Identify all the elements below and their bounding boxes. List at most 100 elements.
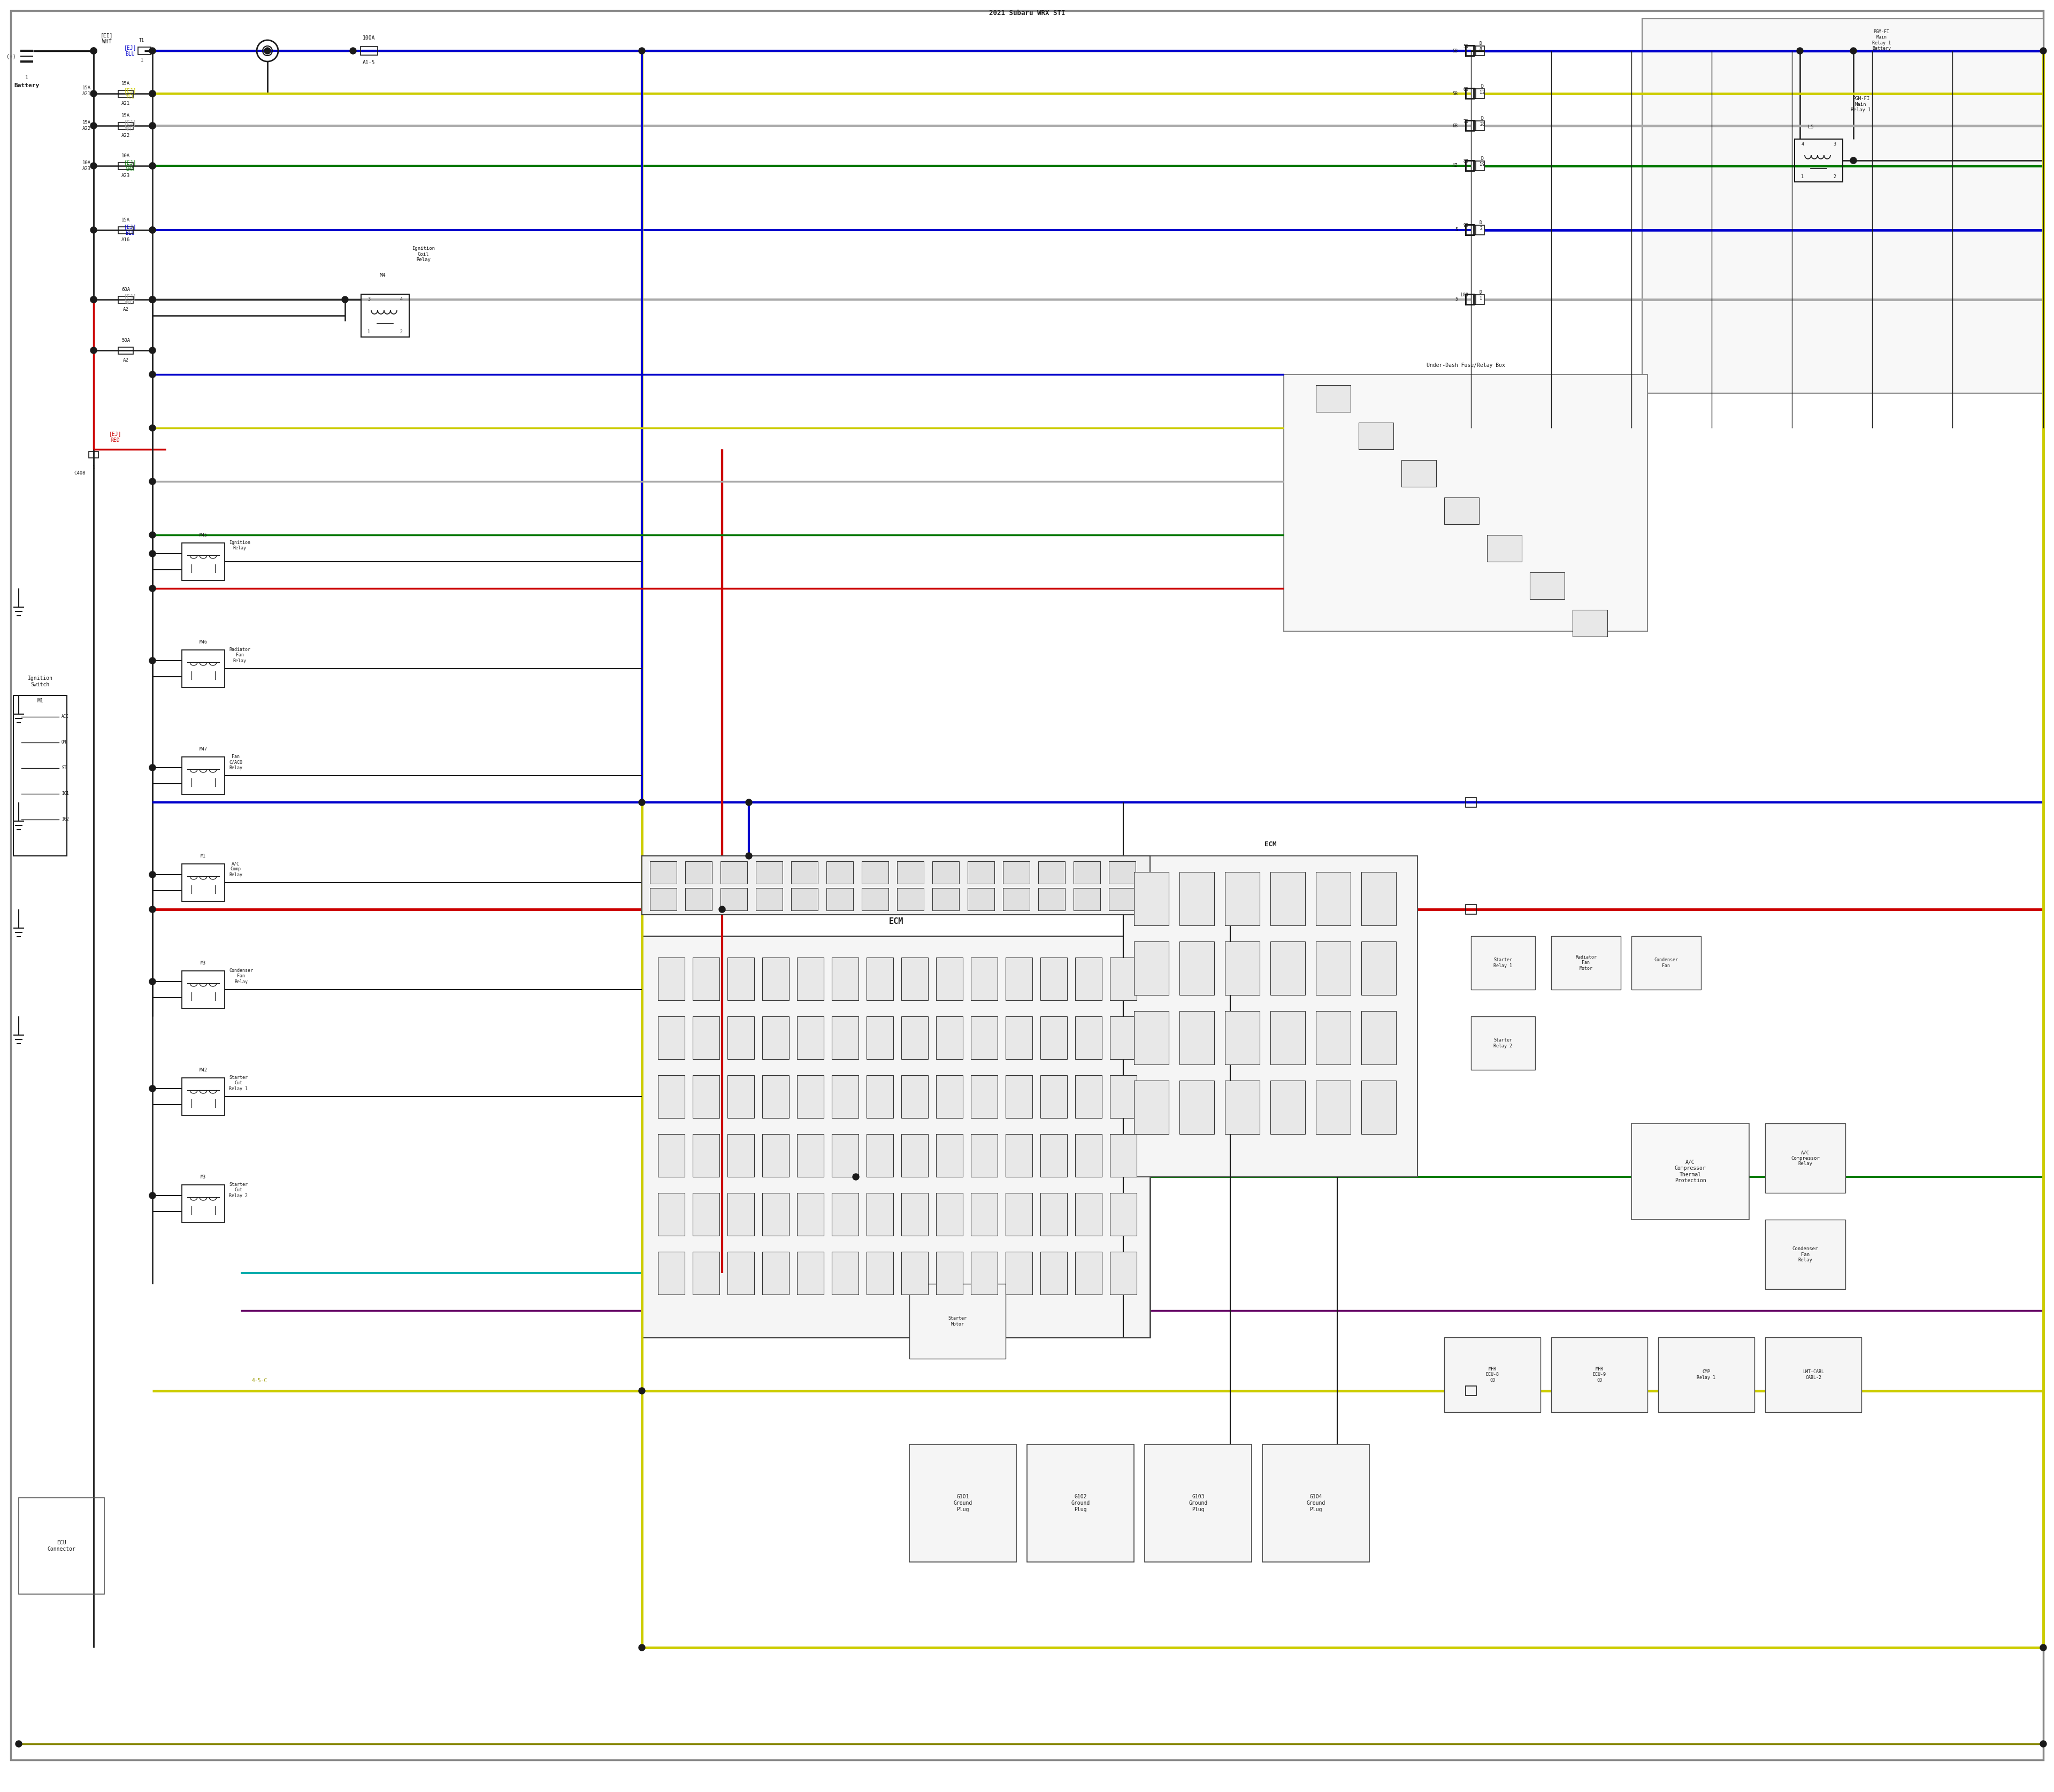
Circle shape	[150, 122, 156, 129]
Bar	[933, 889, 959, 910]
Bar	[641, 857, 1150, 914]
Text: M1: M1	[37, 699, 43, 704]
Text: 5: 5	[1454, 228, 1458, 233]
Bar	[1109, 889, 1136, 910]
Text: G104
Ground
Plug: G104 Ground Plug	[1306, 1495, 1325, 1512]
Bar	[902, 1253, 928, 1294]
Bar	[1041, 957, 1068, 1000]
Text: [EJ]
YEL: [EJ] YEL	[123, 88, 136, 99]
Text: ST: ST	[62, 765, 66, 771]
Bar	[119, 226, 134, 233]
Bar	[972, 1016, 998, 1059]
Bar	[762, 957, 789, 1000]
Bar	[1530, 572, 1565, 599]
Circle shape	[90, 48, 97, 54]
Bar	[1224, 873, 1259, 925]
Circle shape	[1797, 48, 1803, 54]
Bar	[1473, 226, 1485, 235]
Text: 10A: 10A	[121, 154, 129, 158]
Circle shape	[2040, 48, 2046, 54]
Bar	[657, 1193, 684, 1236]
Bar	[183, 543, 224, 581]
Text: 3: 3	[368, 297, 370, 301]
Bar	[1444, 498, 1479, 525]
Text: PGM-FI
Main
Relay 1
Battery: PGM-FI Main Relay 1 Battery	[1871, 29, 1892, 50]
Bar	[692, 957, 719, 1000]
Circle shape	[90, 122, 97, 129]
Bar	[362, 47, 378, 56]
Bar	[692, 1253, 719, 1294]
Text: M3: M3	[201, 1176, 205, 1179]
Bar	[657, 1075, 684, 1118]
Text: MFR
ECU-8
CO: MFR ECU-8 CO	[1485, 1367, 1499, 1383]
Text: 50: 50	[1462, 45, 1469, 48]
Bar	[1473, 161, 1485, 170]
Bar	[183, 756, 224, 794]
Text: 3: 3	[1834, 142, 1836, 147]
Circle shape	[150, 371, 156, 378]
Bar	[1467, 45, 1475, 56]
Text: D
1: D 1	[1479, 290, 1483, 301]
Bar	[119, 163, 134, 168]
Bar	[762, 1253, 789, 1294]
Bar	[756, 862, 783, 883]
Bar	[902, 1075, 928, 1118]
Bar	[972, 1134, 998, 1177]
Text: 1: 1	[1801, 174, 1803, 179]
Text: 1: 1	[25, 75, 29, 81]
Circle shape	[746, 799, 752, 806]
Bar	[1006, 957, 1033, 1000]
Bar	[1471, 935, 1534, 989]
Text: A/C
Compressor
Thermal
Protection: A/C Compressor Thermal Protection	[1674, 1159, 1707, 1183]
Bar	[1473, 294, 1485, 305]
Circle shape	[150, 978, 156, 986]
Text: IG1: IG1	[62, 792, 70, 796]
Bar	[686, 862, 713, 883]
Bar	[1467, 88, 1475, 99]
Text: LMT-CABL
CABL-2: LMT-CABL CABL-2	[1803, 1369, 1824, 1380]
Bar	[1471, 1016, 1534, 1070]
Bar	[1179, 1011, 1214, 1064]
Bar	[1795, 140, 1842, 181]
Bar	[721, 889, 748, 910]
Bar	[727, 1134, 754, 1177]
Bar	[1467, 1385, 1477, 1396]
Bar	[183, 971, 224, 1009]
Bar	[1551, 1337, 1647, 1412]
Bar	[863, 889, 889, 910]
Bar	[1109, 1193, 1136, 1236]
Bar	[1401, 461, 1436, 487]
Bar	[657, 1016, 684, 1059]
Bar	[898, 862, 924, 883]
Text: [EJ]
BLU: [EJ] BLU	[123, 45, 136, 57]
Bar	[657, 957, 684, 1000]
Bar	[1179, 941, 1214, 995]
Bar	[967, 889, 994, 910]
Circle shape	[90, 228, 97, 233]
Text: 4-5-C: 4-5-C	[251, 1378, 267, 1383]
Bar	[1631, 935, 1701, 989]
Bar	[832, 1193, 859, 1236]
Text: 1: 1	[140, 57, 144, 63]
Bar	[1362, 873, 1397, 925]
Circle shape	[150, 532, 156, 538]
Text: ACC: ACC	[62, 715, 70, 719]
Bar	[867, 1253, 893, 1294]
Bar	[692, 1134, 719, 1177]
Text: A/C
Compressor
Relay: A/C Compressor Relay	[1791, 1150, 1820, 1167]
Circle shape	[90, 296, 97, 303]
Bar	[797, 957, 824, 1000]
Text: 10A
A23: 10A A23	[82, 161, 90, 170]
Bar	[1473, 90, 1485, 99]
Bar	[937, 1253, 963, 1294]
Bar	[1317, 1081, 1352, 1134]
Bar	[1269, 873, 1304, 925]
Bar	[1027, 1444, 1134, 1563]
Text: 15A
A21: 15A A21	[82, 86, 90, 97]
Bar	[1467, 120, 1475, 131]
Circle shape	[150, 122, 156, 129]
Text: [EJ]
RED: [EJ] RED	[109, 432, 121, 443]
Bar	[1551, 935, 1621, 989]
Text: G103
Ground
Plug: G103 Ground Plug	[1189, 1495, 1208, 1512]
Bar	[1002, 862, 1029, 883]
